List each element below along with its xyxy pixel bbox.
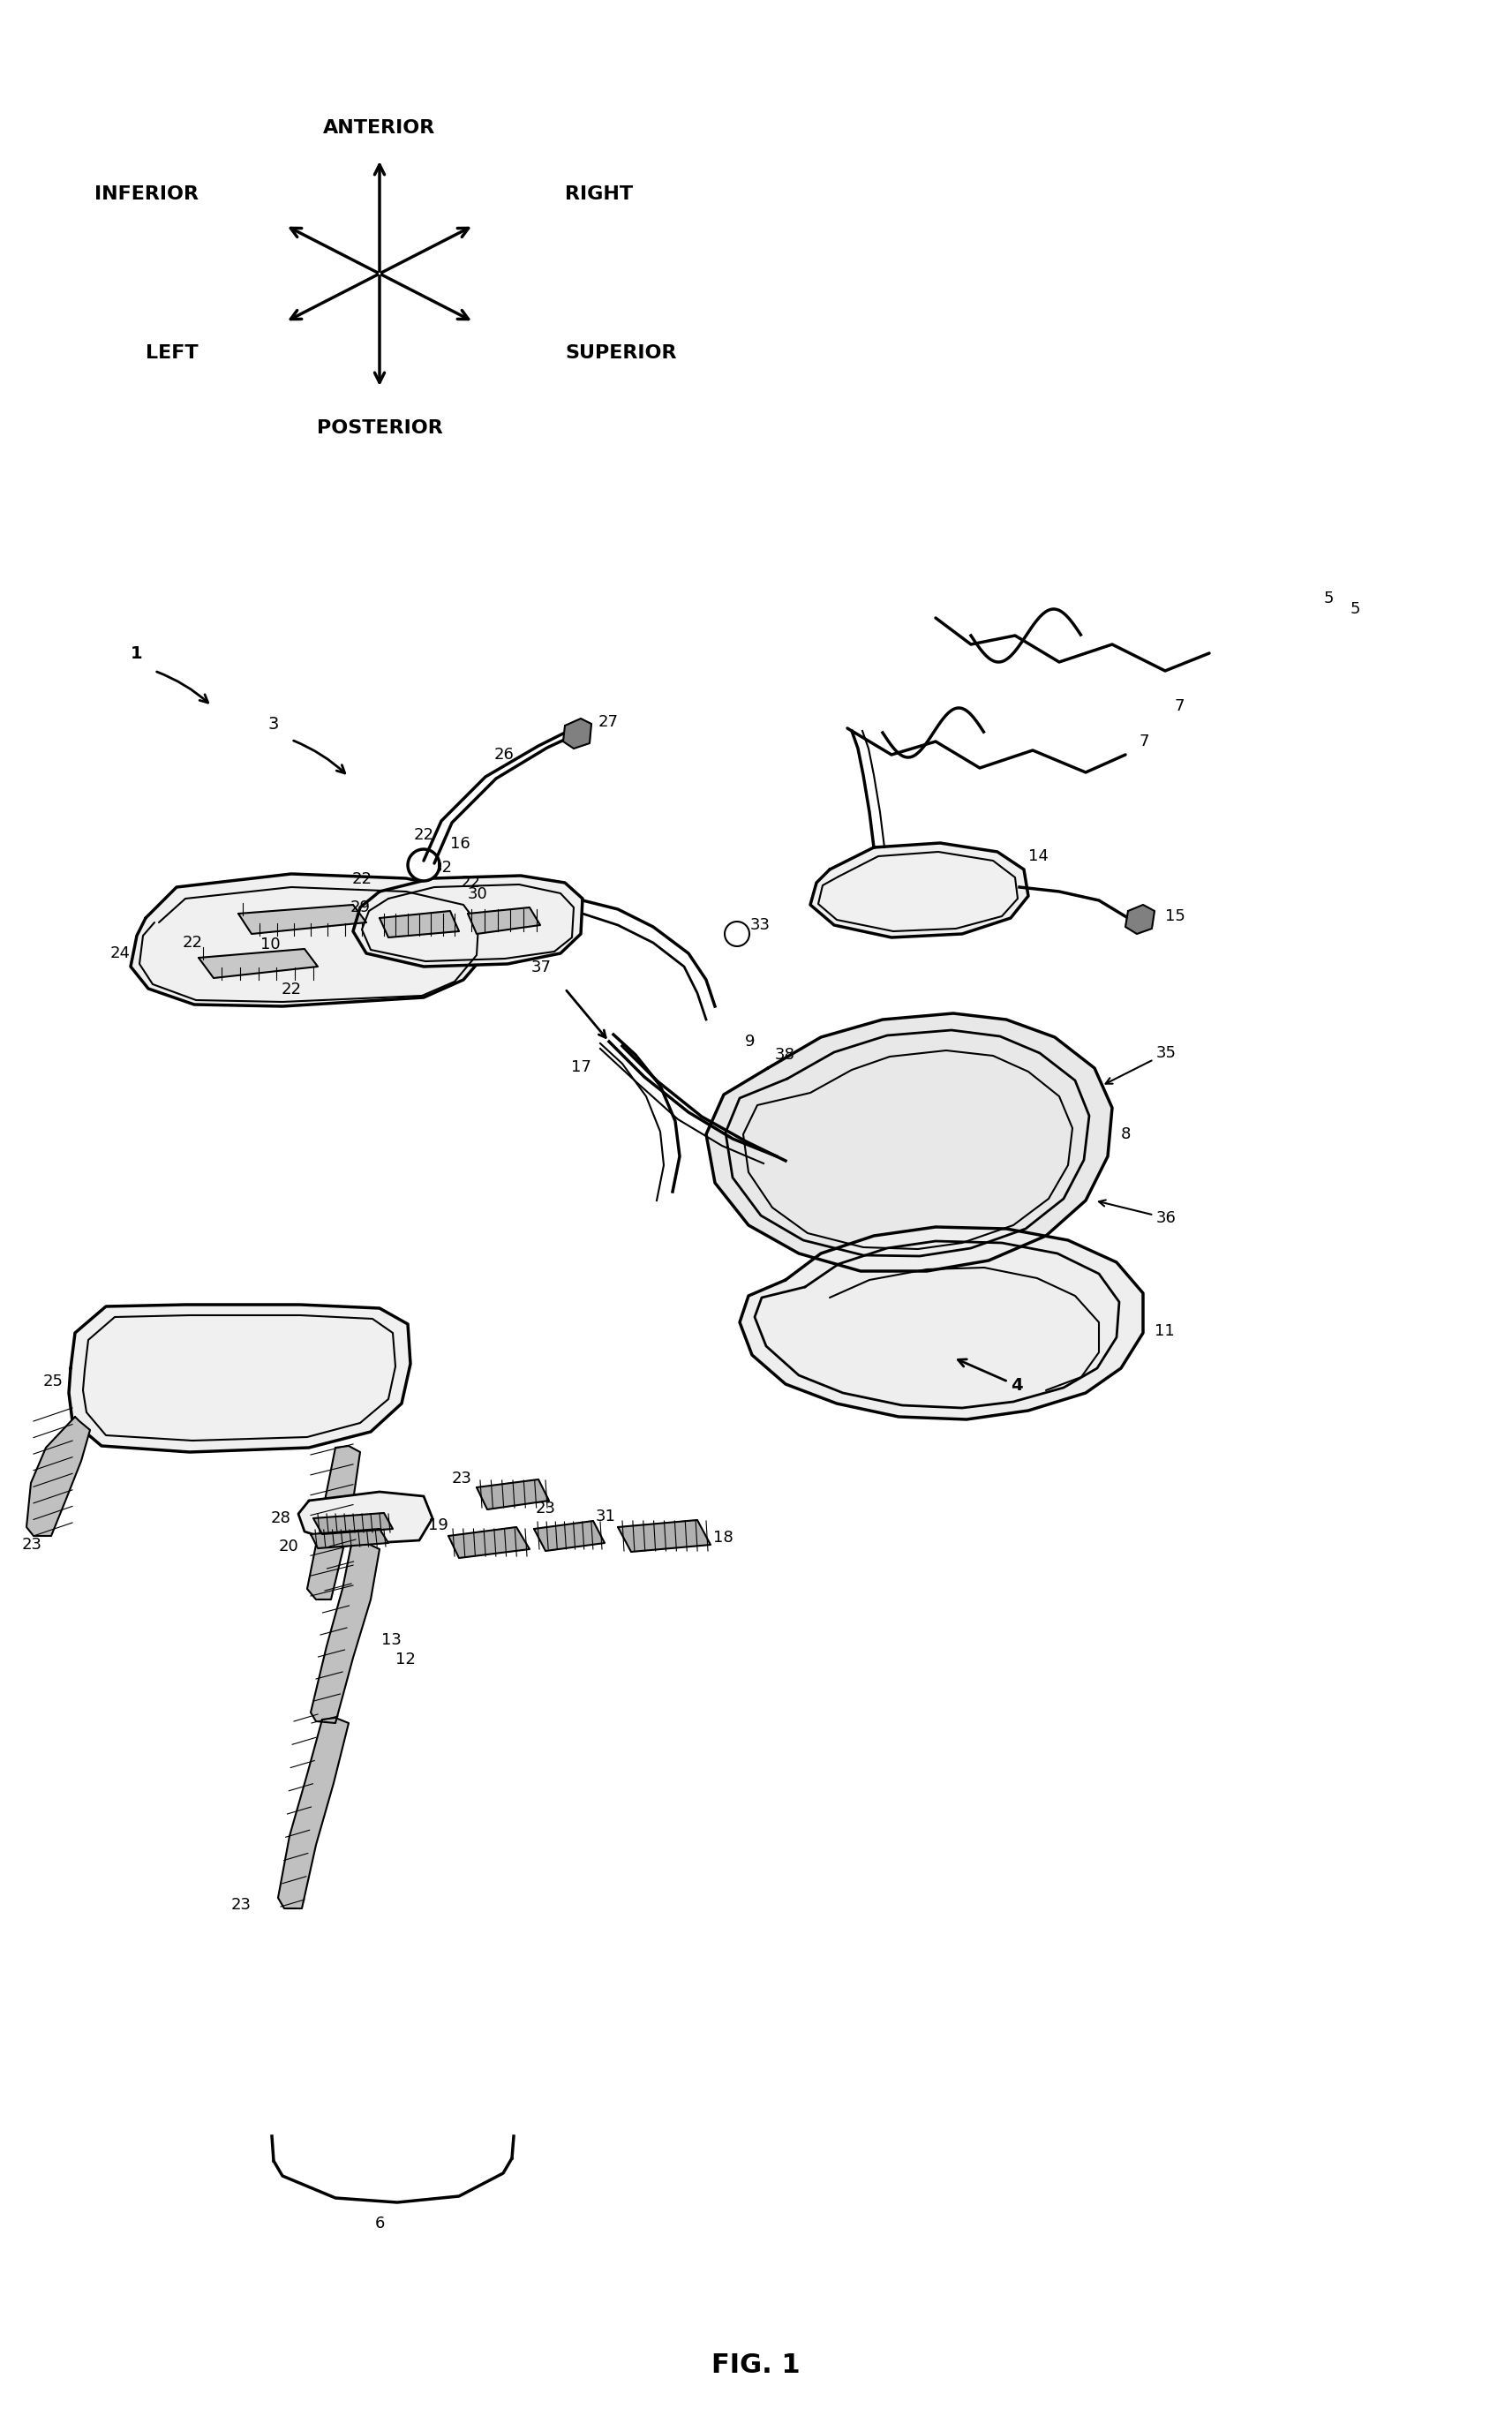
- Text: 22: 22: [281, 982, 301, 997]
- Text: ANTERIOR: ANTERIOR: [324, 119, 435, 136]
- Polygon shape: [534, 1522, 605, 1551]
- Text: 31: 31: [596, 1510, 615, 1524]
- Text: 10: 10: [260, 936, 281, 953]
- Polygon shape: [467, 907, 540, 934]
- Text: 13: 13: [381, 1631, 402, 1648]
- Polygon shape: [307, 1446, 360, 1600]
- Text: 12: 12: [396, 1651, 416, 1668]
- Text: LEFT: LEFT: [147, 345, 198, 362]
- Text: POSTERIOR: POSTERIOR: [316, 418, 443, 438]
- Text: 33: 33: [750, 916, 771, 934]
- Polygon shape: [239, 904, 366, 934]
- Text: 15: 15: [1166, 909, 1185, 924]
- Text: 19: 19: [428, 1517, 449, 1534]
- Text: 29: 29: [351, 899, 370, 916]
- Text: 38: 38: [776, 1048, 795, 1062]
- Polygon shape: [618, 1519, 711, 1551]
- Polygon shape: [449, 1527, 529, 1558]
- Polygon shape: [70, 1305, 410, 1451]
- Text: 36: 36: [1099, 1201, 1176, 1225]
- Text: 25: 25: [44, 1374, 64, 1391]
- Text: 5: 5: [1325, 591, 1334, 605]
- Polygon shape: [310, 1529, 389, 1549]
- Text: 8: 8: [1120, 1126, 1131, 1143]
- Text: 23: 23: [23, 1536, 42, 1553]
- Text: RIGHT: RIGHT: [565, 185, 634, 204]
- Text: 26: 26: [494, 746, 514, 763]
- Text: 30: 30: [467, 887, 488, 902]
- Polygon shape: [1125, 904, 1155, 934]
- Text: 37: 37: [531, 960, 552, 975]
- Polygon shape: [27, 1417, 91, 1536]
- Text: SUPERIOR: SUPERIOR: [565, 345, 676, 362]
- Text: FIG. 1: FIG. 1: [711, 2353, 800, 2378]
- Text: 1: 1: [132, 644, 142, 661]
- Text: 28: 28: [271, 1510, 292, 1527]
- Polygon shape: [313, 1512, 393, 1534]
- Polygon shape: [354, 875, 582, 968]
- Polygon shape: [380, 912, 460, 938]
- Text: 7: 7: [1173, 698, 1184, 715]
- Text: 7: 7: [1139, 734, 1149, 749]
- Text: 22: 22: [461, 875, 481, 890]
- Text: INFERIOR: INFERIOR: [94, 185, 198, 204]
- Polygon shape: [298, 1493, 432, 1544]
- Polygon shape: [706, 1014, 1113, 1271]
- Text: 22: 22: [413, 827, 434, 844]
- Text: 35: 35: [1105, 1045, 1176, 1084]
- Text: 4: 4: [959, 1359, 1022, 1393]
- Polygon shape: [810, 844, 1028, 938]
- Text: 14: 14: [1028, 848, 1048, 863]
- Polygon shape: [562, 720, 591, 749]
- Text: 9: 9: [744, 1033, 754, 1050]
- Text: 23: 23: [452, 1471, 472, 1485]
- Text: 18: 18: [714, 1529, 733, 1546]
- Text: 16: 16: [451, 836, 470, 851]
- Polygon shape: [310, 1544, 380, 1724]
- Polygon shape: [739, 1228, 1143, 1420]
- Polygon shape: [408, 848, 440, 880]
- Text: 11: 11: [1155, 1322, 1175, 1339]
- Text: 24: 24: [110, 946, 130, 960]
- Text: 22: 22: [183, 936, 203, 951]
- Polygon shape: [724, 921, 750, 946]
- Text: 22: 22: [352, 870, 372, 887]
- Text: 27: 27: [599, 715, 618, 729]
- Text: 23: 23: [535, 1500, 555, 1517]
- Text: 17: 17: [572, 1060, 591, 1075]
- Text: 20: 20: [278, 1539, 298, 1553]
- Polygon shape: [130, 873, 490, 1006]
- Text: 32: 32: [432, 861, 452, 875]
- Polygon shape: [476, 1480, 549, 1510]
- Text: 3: 3: [268, 715, 280, 732]
- Polygon shape: [278, 1719, 349, 1908]
- Text: 23: 23: [231, 1896, 251, 1913]
- Polygon shape: [198, 948, 318, 977]
- Text: 5: 5: [1350, 600, 1361, 617]
- Text: 6: 6: [375, 2215, 384, 2232]
